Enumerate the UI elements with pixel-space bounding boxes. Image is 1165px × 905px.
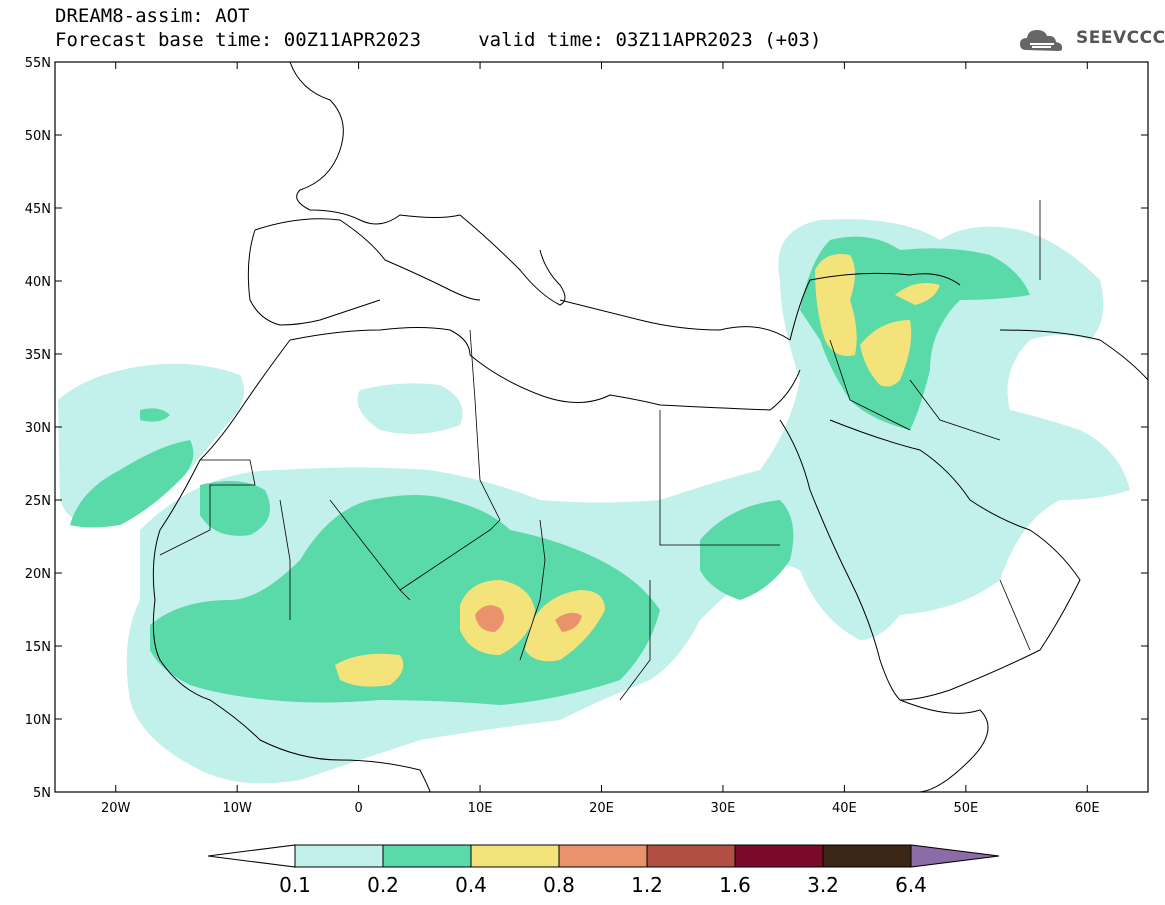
colorbar-label: 0.8: [543, 873, 575, 897]
lon-tick-label: 10W: [222, 801, 252, 816]
latitude-axis: 55N 50N 45N 40N 35N 30N 25N 20N 15N 10N 5N: [25, 56, 1148, 801]
lon-tick-label: 20W: [101, 801, 131, 816]
lat-tick-label: 55N: [25, 56, 51, 71]
colorbar-label: 3.2: [807, 873, 839, 897]
lon-tick-label: 50E: [953, 801, 978, 816]
colorbar-swatch: [734, 844, 824, 868]
colorbar-legend: 0.1 0.2 0.4 0.8 1.2 1.6 3.2 6.4: [207, 844, 1000, 897]
country-borders: [159, 200, 1041, 701]
colorbar-over-triangle: [910, 844, 1000, 868]
cloud-logo-icon: [1020, 30, 1063, 51]
lat-tick-label: 25N: [25, 494, 51, 509]
lon-tick-label: 20E: [589, 801, 614, 816]
lon-tick-label: 10E: [468, 801, 493, 816]
colorbar-swatch: [382, 844, 472, 868]
lat-tick-label: 40N: [25, 275, 51, 290]
lon-tick-label: 0: [354, 801, 362, 816]
lat-tick-label: 30N: [25, 421, 51, 436]
lat-tick-label: 35N: [25, 348, 51, 363]
colorbar-under-triangle: [207, 844, 296, 868]
longitude-axis: 20W 10W 0 10E 20E 30E 40E 50E 60E: [101, 62, 1100, 816]
colorbar-swatch: [822, 844, 912, 868]
lon-tick-label: 30E: [711, 801, 736, 816]
coastlines: [152, 62, 1148, 792]
colorbar-label: 0.2: [367, 873, 399, 897]
colorbar-label: 6.4: [895, 873, 927, 897]
colorbar-swatch: [294, 844, 384, 868]
aot-field: [58, 219, 1130, 784]
colorbar-swatch: [470, 844, 560, 868]
forecast-times: Forecast base time: 00Z11APR2023 valid t…: [55, 29, 822, 51]
lat-tick-label: 10N: [25, 713, 51, 728]
lat-tick-label: 15N: [25, 640, 51, 655]
lon-tick-label: 60E: [1075, 801, 1100, 816]
colorbar-label: 0.1: [279, 873, 311, 897]
lat-tick-label: 50N: [25, 129, 51, 144]
logo-text: SEEVCCC: [1076, 28, 1165, 48]
colorbar-label: 1.2: [631, 873, 663, 897]
colorbar-label: 0.4: [455, 873, 487, 897]
lat-tick-label: 5N: [33, 786, 51, 801]
map-title: DREAM8-assim: AOT: [55, 5, 250, 27]
colorbar-label: 1.6: [719, 873, 751, 897]
colorbar-swatch: [558, 844, 648, 868]
aot-level-0.8: [475, 605, 582, 632]
lat-tick-label: 45N: [25, 202, 51, 217]
lat-tick-label: 20N: [25, 567, 51, 582]
lon-tick-label: 40E: [832, 801, 857, 816]
colorbar-swatch: [646, 844, 736, 868]
